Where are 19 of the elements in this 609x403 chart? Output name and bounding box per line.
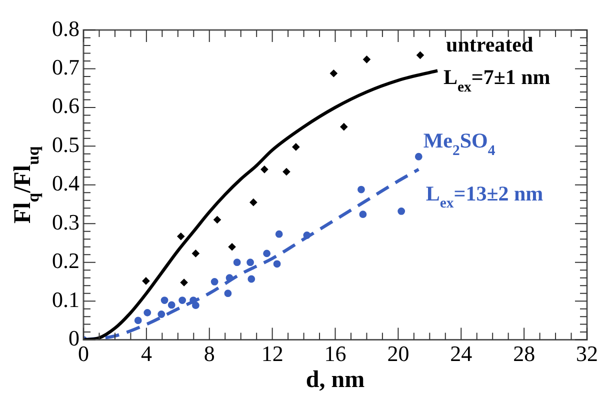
annotation: untreated — [446, 32, 534, 57]
x-axis-title: d, nm — [306, 366, 365, 393]
y-tick-label: 0.4 — [52, 170, 80, 196]
y-tick-label: 0.8 — [52, 16, 80, 41]
y-tick-label: 0.2 — [52, 248, 80, 274]
x-tick-label: 8 — [204, 340, 215, 366]
y-tick-label: 0.7 — [52, 54, 80, 80]
y-tick-label: 0.6 — [52, 93, 80, 118]
x-tick-label: 32 — [576, 340, 598, 366]
y-tick-label: 0.3 — [52, 209, 80, 234]
x-tick-label: 20 — [387, 340, 410, 366]
x-tick-label: 12 — [261, 340, 284, 366]
x-tick-label: 16 — [324, 340, 346, 366]
x-tick-label: 4 — [140, 340, 152, 366]
y-tick-label: 0.1 — [52, 286, 80, 312]
y-axis-title: Flq/Fluq — [10, 146, 42, 224]
x-tick-label: 28 — [513, 340, 536, 366]
y-tick-label: 0.5 — [52, 132, 80, 157]
x-tick-label: 24 — [450, 340, 472, 366]
